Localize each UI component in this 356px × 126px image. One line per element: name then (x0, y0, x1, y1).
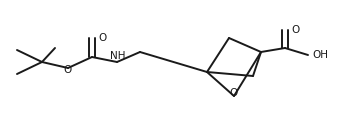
Text: NH: NH (110, 51, 126, 61)
Text: O: O (64, 65, 72, 75)
Text: OH: OH (312, 50, 328, 60)
Text: O: O (291, 25, 299, 35)
Text: O: O (98, 33, 106, 43)
Text: O: O (230, 88, 238, 98)
